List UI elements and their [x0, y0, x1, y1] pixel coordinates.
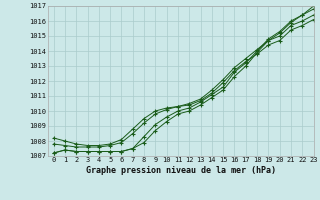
X-axis label: Graphe pression niveau de la mer (hPa): Graphe pression niveau de la mer (hPa) [86, 166, 276, 175]
